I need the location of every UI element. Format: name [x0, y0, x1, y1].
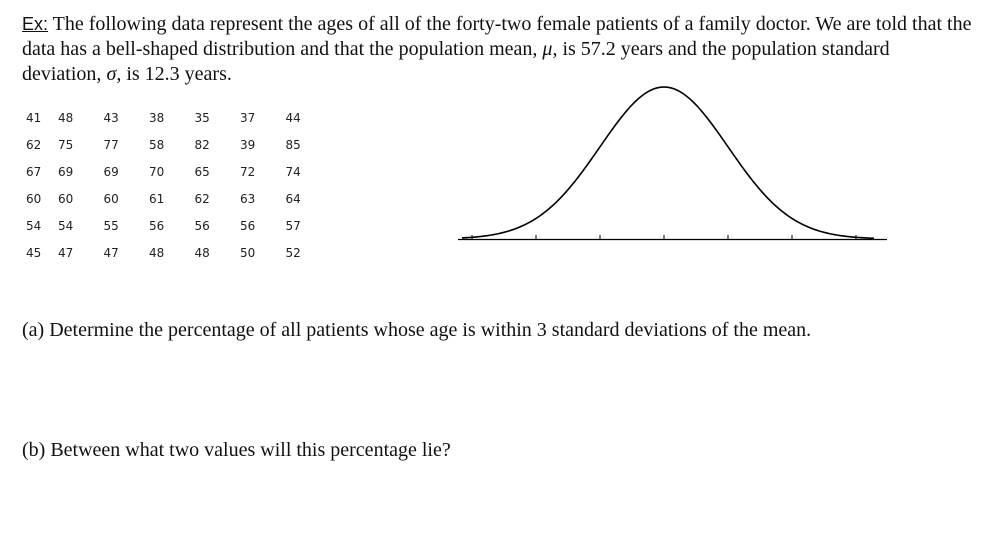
intro-text-2: , is 57.2 years and the population stand…: [22, 38, 890, 85]
table-cell: 82: [194, 137, 210, 152]
table-cell: 77: [103, 137, 119, 152]
table-cell: 60: [58, 191, 74, 206]
table-cell: 85: [285, 137, 301, 152]
bell-curve-figure: [458, 86, 887, 241]
table-row: 60 60 60 61 62 63 64: [26, 185, 331, 212]
ages-data-table: 41 48 43 38 35 37 44 62 75 77 58 82 39 85 67 69 69 70 65 72…: [26, 104, 331, 266]
table-cell: 72: [240, 164, 256, 179]
table-row: 67 69 69 70 65 72 74: [26, 158, 331, 185]
table-cell: 35: [194, 110, 210, 125]
problem-statement: Ex: The following data represent the age…: [22, 12, 972, 87]
table-cell: 47: [58, 245, 74, 260]
table-cell: 61: [149, 191, 165, 206]
question-a: (a) Determine the percentage of all pati…: [22, 319, 812, 341]
table-cell: 43: [103, 110, 119, 125]
normal-curve: [461, 86, 875, 240]
example-label: Ex:: [22, 14, 49, 34]
table-cell: 38: [149, 110, 165, 125]
table-cell: 48: [58, 110, 74, 125]
table-cell: 74: [285, 164, 301, 179]
intro-text-3: , is 12.3 years.: [116, 63, 232, 85]
table-cell: 65: [194, 164, 210, 179]
table-cell: 54: [26, 218, 42, 233]
table-row: 41 48 43 38 35 37 44: [26, 104, 331, 131]
axis-ticks: [471, 235, 857, 240]
table-cell: 41: [26, 110, 42, 125]
table-cell: 47: [103, 245, 119, 260]
sigma-symbol: σ: [106, 63, 117, 85]
table-cell: 63: [240, 191, 256, 206]
table-cell: 62: [26, 137, 42, 152]
table-cell: 75: [58, 137, 74, 152]
table-cell: 60: [26, 191, 42, 206]
table-cell: 48: [149, 245, 165, 260]
table-cell: 50: [240, 245, 256, 260]
table-cell: 69: [103, 164, 119, 179]
table-cell: 54: [58, 218, 74, 233]
question-b: (b) Between what two values will this pe…: [22, 439, 451, 461]
table-cell: 67: [26, 164, 42, 179]
table-cell: 39: [240, 137, 256, 152]
table-row: 45 47 47 48 48 50 52: [26, 239, 331, 266]
table-cell: 56: [240, 218, 256, 233]
table-row: 62 75 77 58 82 39 85: [26, 131, 331, 158]
table-cell: 52: [285, 245, 301, 260]
table-cell: 58: [149, 137, 165, 152]
table-cell: 44: [285, 110, 301, 125]
table-cell: 64: [285, 191, 301, 206]
table-cell: 56: [149, 218, 165, 233]
table-cell: 70: [149, 164, 165, 179]
table-cell: 60: [103, 191, 119, 206]
table-cell: 45: [26, 245, 42, 260]
intro-text-1: The following data represent the ages of…: [22, 13, 972, 60]
table-cell: 37: [240, 110, 256, 125]
table-cell: 57: [285, 218, 301, 233]
table-cell: 55: [103, 218, 119, 233]
mu-symbol: μ: [542, 38, 553, 60]
table-cell: 69: [58, 164, 74, 179]
table-cell: 62: [194, 191, 210, 206]
table-row: 54 54 55 56 56 56 57: [26, 212, 331, 239]
table-cell: 48: [194, 245, 210, 260]
table-cell: 56: [194, 218, 210, 233]
ages-table-body: 41 48 43 38 35 37 44 62 75 77 58 82 39 85 67 69 69 70 65 72…: [26, 104, 331, 266]
